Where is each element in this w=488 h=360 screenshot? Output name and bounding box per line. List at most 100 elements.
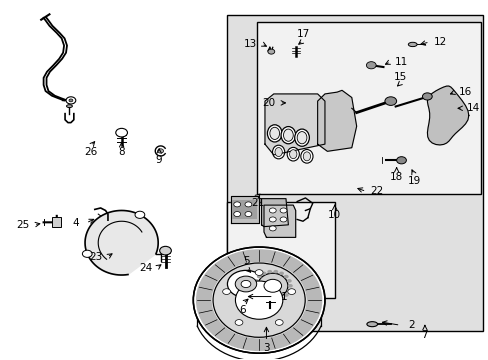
Bar [256, 22, 480, 194]
Bar [52, 217, 61, 226]
Circle shape [233, 202, 240, 207]
Circle shape [286, 289, 291, 292]
Circle shape [244, 202, 251, 207]
Ellipse shape [294, 129, 309, 146]
Text: 26: 26 [84, 147, 97, 157]
Text: 10: 10 [327, 210, 341, 220]
Ellipse shape [272, 145, 284, 159]
Text: 24: 24 [139, 263, 152, 273]
Text: 14: 14 [466, 103, 479, 113]
Ellipse shape [297, 132, 306, 144]
Circle shape [273, 270, 278, 274]
Circle shape [244, 212, 251, 217]
Ellipse shape [235, 281, 282, 319]
Circle shape [283, 293, 288, 297]
Circle shape [235, 320, 243, 325]
Ellipse shape [366, 321, 377, 327]
Circle shape [396, 157, 406, 164]
Ellipse shape [300, 149, 312, 163]
Ellipse shape [303, 152, 310, 161]
Ellipse shape [193, 247, 325, 353]
Circle shape [69, 99, 73, 102]
Polygon shape [85, 211, 158, 275]
Text: 5: 5 [243, 256, 249, 266]
Ellipse shape [281, 127, 295, 144]
Circle shape [269, 208, 276, 213]
Circle shape [287, 284, 292, 288]
Text: 15: 15 [393, 72, 407, 82]
Circle shape [264, 279, 281, 292]
Text: 23: 23 [89, 252, 102, 262]
Bar [227, 15, 483, 330]
Polygon shape [317, 90, 356, 151]
Text: 20: 20 [262, 98, 275, 108]
Text: 19: 19 [407, 176, 420, 186]
Circle shape [287, 289, 295, 294]
Ellipse shape [289, 150, 296, 159]
Circle shape [269, 226, 276, 231]
Circle shape [252, 284, 257, 288]
Text: 6: 6 [239, 305, 246, 315]
Text: 9: 9 [156, 154, 162, 165]
Ellipse shape [213, 263, 305, 337]
Circle shape [241, 280, 250, 288]
Circle shape [280, 217, 286, 222]
Bar [227, 202, 334, 298]
Ellipse shape [211, 262, 306, 338]
Text: 25: 25 [17, 220, 30, 230]
Circle shape [116, 129, 127, 137]
Circle shape [280, 208, 286, 213]
Text: 12: 12 [433, 37, 446, 47]
Circle shape [267, 49, 274, 54]
Text: 13: 13 [244, 39, 257, 49]
Polygon shape [230, 196, 259, 223]
Circle shape [286, 279, 291, 283]
Polygon shape [264, 205, 295, 237]
Text: 2: 2 [407, 320, 414, 330]
Text: 17: 17 [296, 30, 309, 39]
Circle shape [82, 250, 92, 257]
Text: 8: 8 [118, 147, 124, 157]
Polygon shape [264, 94, 325, 155]
Text: 1: 1 [281, 292, 287, 302]
Circle shape [261, 296, 266, 300]
Polygon shape [261, 199, 288, 226]
Ellipse shape [283, 129, 293, 141]
Ellipse shape [66, 105, 72, 108]
Ellipse shape [407, 42, 416, 46]
Text: 3: 3 [263, 343, 269, 353]
Circle shape [253, 289, 258, 292]
Circle shape [267, 298, 272, 302]
Circle shape [233, 212, 240, 217]
Text: 7: 7 [421, 330, 427, 340]
Circle shape [279, 296, 284, 300]
Circle shape [279, 271, 284, 275]
Circle shape [366, 62, 375, 69]
Ellipse shape [286, 147, 299, 161]
Ellipse shape [269, 127, 279, 139]
Circle shape [158, 149, 163, 153]
Circle shape [253, 279, 258, 283]
Circle shape [256, 293, 261, 297]
Circle shape [261, 271, 266, 275]
Text: 21: 21 [250, 198, 264, 208]
Circle shape [235, 276, 256, 292]
Circle shape [283, 275, 288, 278]
Circle shape [255, 270, 263, 275]
Circle shape [222, 289, 230, 294]
Text: 18: 18 [389, 172, 403, 183]
Circle shape [269, 217, 276, 222]
Ellipse shape [257, 273, 287, 298]
Circle shape [422, 93, 431, 100]
Circle shape [256, 275, 261, 278]
Circle shape [275, 320, 283, 325]
Circle shape [227, 270, 264, 298]
Ellipse shape [196, 249, 322, 351]
Bar [232, 200, 256, 220]
Circle shape [135, 211, 144, 219]
Text: 16: 16 [458, 87, 471, 97]
Circle shape [267, 270, 272, 274]
Circle shape [384, 97, 396, 105]
Circle shape [273, 298, 278, 302]
Text: 4: 4 [72, 218, 79, 228]
